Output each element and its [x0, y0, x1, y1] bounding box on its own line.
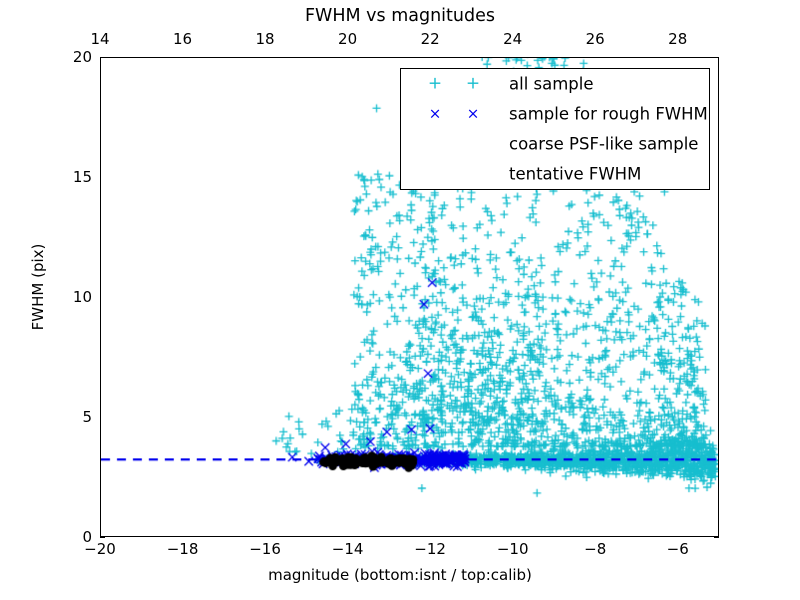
y-tick-label: 15: [72, 168, 92, 186]
legend-entry: coarse PSF-like sample: [401, 129, 711, 159]
y-axis-label: FWHM (pix): [29, 243, 47, 331]
y-tick-left: [100, 536, 105, 538]
x-tick-label-bottom: −8: [584, 540, 607, 558]
plus-icon: +: [427, 73, 443, 94]
x-tick-label-top: 24: [503, 30, 523, 48]
legend-entry: tentative FWHM: [401, 159, 711, 189]
cross-icon: ×: [428, 104, 442, 123]
x-axis-label: magnitude (bottom:isnt / top:calib): [268, 566, 532, 584]
x-tick-label-bottom: −6: [666, 540, 689, 558]
chart-title: FWHM vs magnitudes: [304, 6, 495, 26]
x-tick-label-top: 16: [172, 30, 193, 48]
x-tick-label-top: 22: [420, 30, 440, 48]
legend-entry: + + all sample: [401, 69, 711, 99]
x-tick-label-top: 18: [255, 30, 275, 48]
cross-icon: ×: [466, 104, 480, 123]
y-tick-label: 0: [82, 528, 92, 546]
x-tick-label-bottom: −12: [414, 540, 446, 558]
legend: + + all sample × × sample for rough FWHM coars…: [400, 68, 710, 190]
legend-label: coarse PSF-like sample: [509, 134, 699, 154]
legend-label: tentative FWHM: [509, 164, 642, 184]
legend-label: all sample: [509, 74, 594, 94]
x-tick-label-top: 20: [338, 30, 358, 48]
x-tick-label-bottom: −16: [249, 540, 281, 558]
x-tick-label-top: 28: [668, 30, 688, 48]
x-tick-label-bottom: −18: [166, 540, 199, 558]
y-tick-label: 10: [72, 288, 92, 306]
x-tick-label-top: 26: [585, 30, 605, 48]
legend-label: sample for rough FWHM: [509, 104, 708, 124]
x-tick-label-bottom: −10: [496, 540, 529, 558]
legend-entry: × × sample for rough FWHM: [401, 99, 711, 129]
x-tick-label-bottom: −14: [331, 540, 364, 558]
y-tick-label: 20: [72, 48, 92, 66]
y-tick-right: [714, 536, 719, 538]
y-tick-label: 5: [82, 408, 92, 426]
plus-icon: +: [465, 73, 481, 94]
x-tick-label-top: 14: [90, 30, 110, 48]
x-tick-label-bottom: −20: [84, 540, 116, 558]
